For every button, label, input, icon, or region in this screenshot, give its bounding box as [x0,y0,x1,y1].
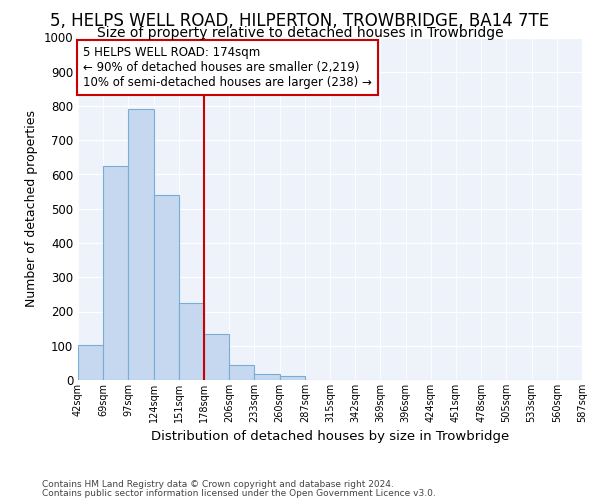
Text: 5 HELPS WELL ROAD: 174sqm
← 90% of detached houses are smaller (2,219)
10% of se: 5 HELPS WELL ROAD: 174sqm ← 90% of detac… [83,46,372,89]
Bar [128,110,154,380]
Bar [103,166,128,380]
Bar [179,303,204,380]
Bar [229,364,254,380]
Text: Size of property relative to detached houses in Trowbridge: Size of property relative to detached ho… [97,26,503,40]
Text: Contains HM Land Registry data © Crown copyright and database right 2024.: Contains HM Land Registry data © Crown c… [42,480,394,489]
Text: Contains public sector information licensed under the Open Government Licence v3: Contains public sector information licen… [42,488,436,498]
Bar [154,195,179,380]
Bar [78,344,103,380]
Text: 5, HELPS WELL ROAD, HILPERTON, TROWBRIDGE, BA14 7TE: 5, HELPS WELL ROAD, HILPERTON, TROWBRIDG… [50,12,550,30]
Bar [204,334,229,380]
Y-axis label: Number of detached properties: Number of detached properties [25,110,38,307]
Bar [254,374,280,380]
Bar [280,376,305,380]
X-axis label: Distribution of detached houses by size in Trowbridge: Distribution of detached houses by size … [151,430,509,444]
